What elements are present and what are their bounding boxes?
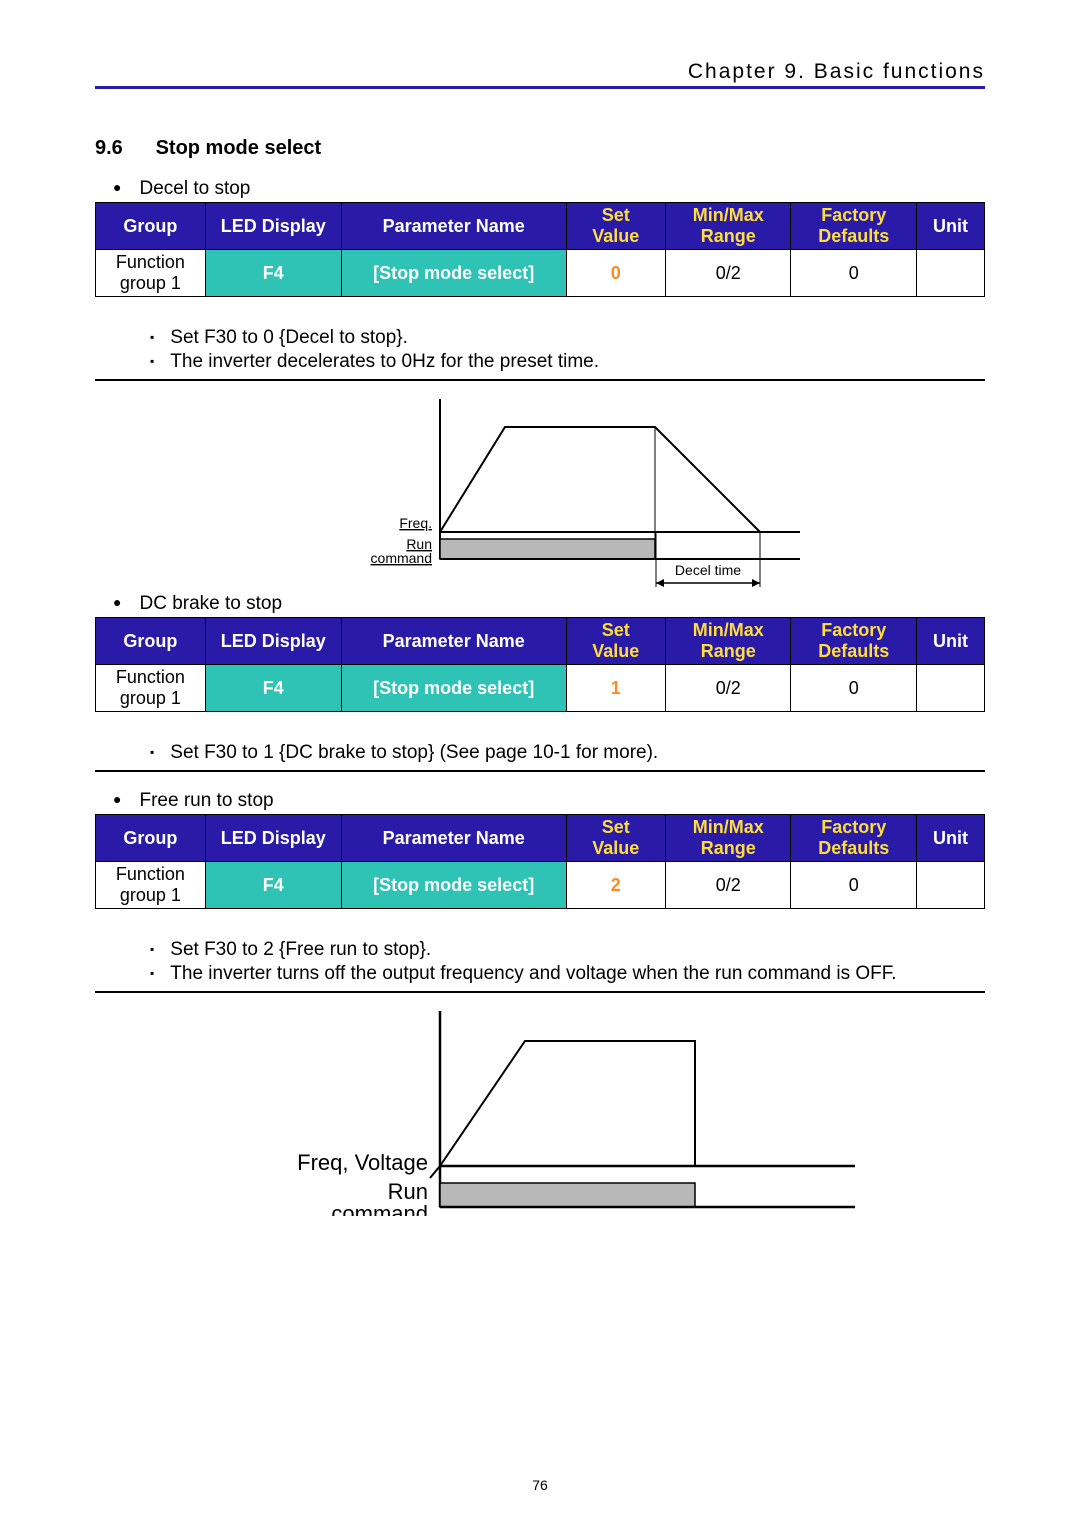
table-row: Function group 1F4[Stop mode select]00/2… xyxy=(96,250,985,297)
column-header: Unit xyxy=(916,815,984,862)
column-header: Parameter Name xyxy=(341,815,566,862)
section-heading: 9.6 Stop mode select xyxy=(95,137,985,160)
chapter-header: Chapter 9. Basic functions xyxy=(95,60,985,89)
svg-text:command: command xyxy=(331,1201,428,1216)
divider xyxy=(95,379,985,381)
mode-bullet: Decel to stop xyxy=(113,178,985,200)
svg-text:Freq.: Freq. xyxy=(399,515,432,531)
cell-range: 0/2 xyxy=(665,250,791,297)
parameter-table: GroupLED DisplayParameter NameSetValueMi… xyxy=(95,617,985,712)
diagram-free-run-to-stop: Freq, VoltageRuncommand xyxy=(95,1011,985,1221)
column-header: SetValue xyxy=(566,618,665,665)
column-header: Parameter Name xyxy=(341,618,566,665)
cell-range: 0/2 xyxy=(665,665,791,712)
svg-text:Decel time: Decel time xyxy=(675,562,741,578)
column-header: SetValue xyxy=(566,203,665,250)
cell-group: Function group 1 xyxy=(96,250,206,297)
svg-text:command: command xyxy=(371,550,432,566)
column-header: Group xyxy=(96,203,206,250)
cell-parameter-name: [Stop mode select] xyxy=(341,665,566,712)
cell-led-display: F4 xyxy=(205,665,341,712)
cell-set-value: 0 xyxy=(566,250,665,297)
column-header: Group xyxy=(96,815,206,862)
diagram-decel-to-stop: Decel timeFreq.Runcommand xyxy=(95,399,985,589)
column-header: Min/MaxRange xyxy=(665,618,791,665)
column-header: Unit xyxy=(916,618,984,665)
cell-unit xyxy=(916,250,984,297)
divider xyxy=(95,770,985,772)
cell-group: Function group 1 xyxy=(96,665,206,712)
column-header: Unit xyxy=(916,203,984,250)
section-number: 9.6 xyxy=(95,137,150,160)
cell-parameter-name: [Stop mode select] xyxy=(341,250,566,297)
column-header: Parameter Name xyxy=(341,203,566,250)
chapter-title: Chapter 9. Basic functions xyxy=(688,60,985,83)
note-item: The inverter turns off the output freque… xyxy=(150,963,985,985)
table-row: Function group 1F4[Stop mode select]20/2… xyxy=(96,862,985,909)
column-header: Group xyxy=(96,618,206,665)
note-item: The inverter decelerates to 0Hz for the … xyxy=(150,351,985,373)
column-header: Min/MaxRange xyxy=(665,815,791,862)
table-row: Function group 1F4[Stop mode select]10/2… xyxy=(96,665,985,712)
cell-unit xyxy=(916,862,984,909)
column-header: FactoryDefaults xyxy=(791,815,917,862)
column-header: Min/MaxRange xyxy=(665,203,791,250)
column-header: LED Display xyxy=(205,203,341,250)
cell-defaults: 0 xyxy=(791,665,917,712)
cell-led-display: F4 xyxy=(205,862,341,909)
cell-led-display: F4 xyxy=(205,250,341,297)
column-header: LED Display xyxy=(205,618,341,665)
cell-unit xyxy=(916,665,984,712)
cell-group: Function group 1 xyxy=(96,862,206,909)
divider xyxy=(95,991,985,993)
parameter-table: GroupLED DisplayParameter NameSetValueMi… xyxy=(95,814,985,909)
svg-text:Freq, Voltage: Freq, Voltage xyxy=(297,1150,428,1175)
cell-parameter-name: [Stop mode select] xyxy=(341,862,566,909)
cell-defaults: 0 xyxy=(791,862,917,909)
cell-set-value: 1 xyxy=(566,665,665,712)
parameter-table: GroupLED DisplayParameter NameSetValueMi… xyxy=(95,202,985,297)
cell-defaults: 0 xyxy=(791,250,917,297)
note-item: Set F30 to 2 {Free run to stop}. xyxy=(150,939,985,961)
page-number: 76 xyxy=(0,1477,1080,1493)
column-header: LED Display xyxy=(205,815,341,862)
column-header: FactoryDefaults xyxy=(791,203,917,250)
note-item: Set F30 to 0 {Decel to stop}. xyxy=(150,327,985,349)
mode-bullet: DC brake to stop xyxy=(113,593,985,615)
cell-range: 0/2 xyxy=(665,862,791,909)
section-title: Stop mode select xyxy=(156,137,322,159)
mode-bullet: Free run to stop xyxy=(113,790,985,812)
cell-set-value: 2 xyxy=(566,862,665,909)
column-header: FactoryDefaults xyxy=(791,618,917,665)
column-header: SetValue xyxy=(566,815,665,862)
note-item: Set F30 to 1 {DC brake to stop} (See pag… xyxy=(150,742,985,764)
